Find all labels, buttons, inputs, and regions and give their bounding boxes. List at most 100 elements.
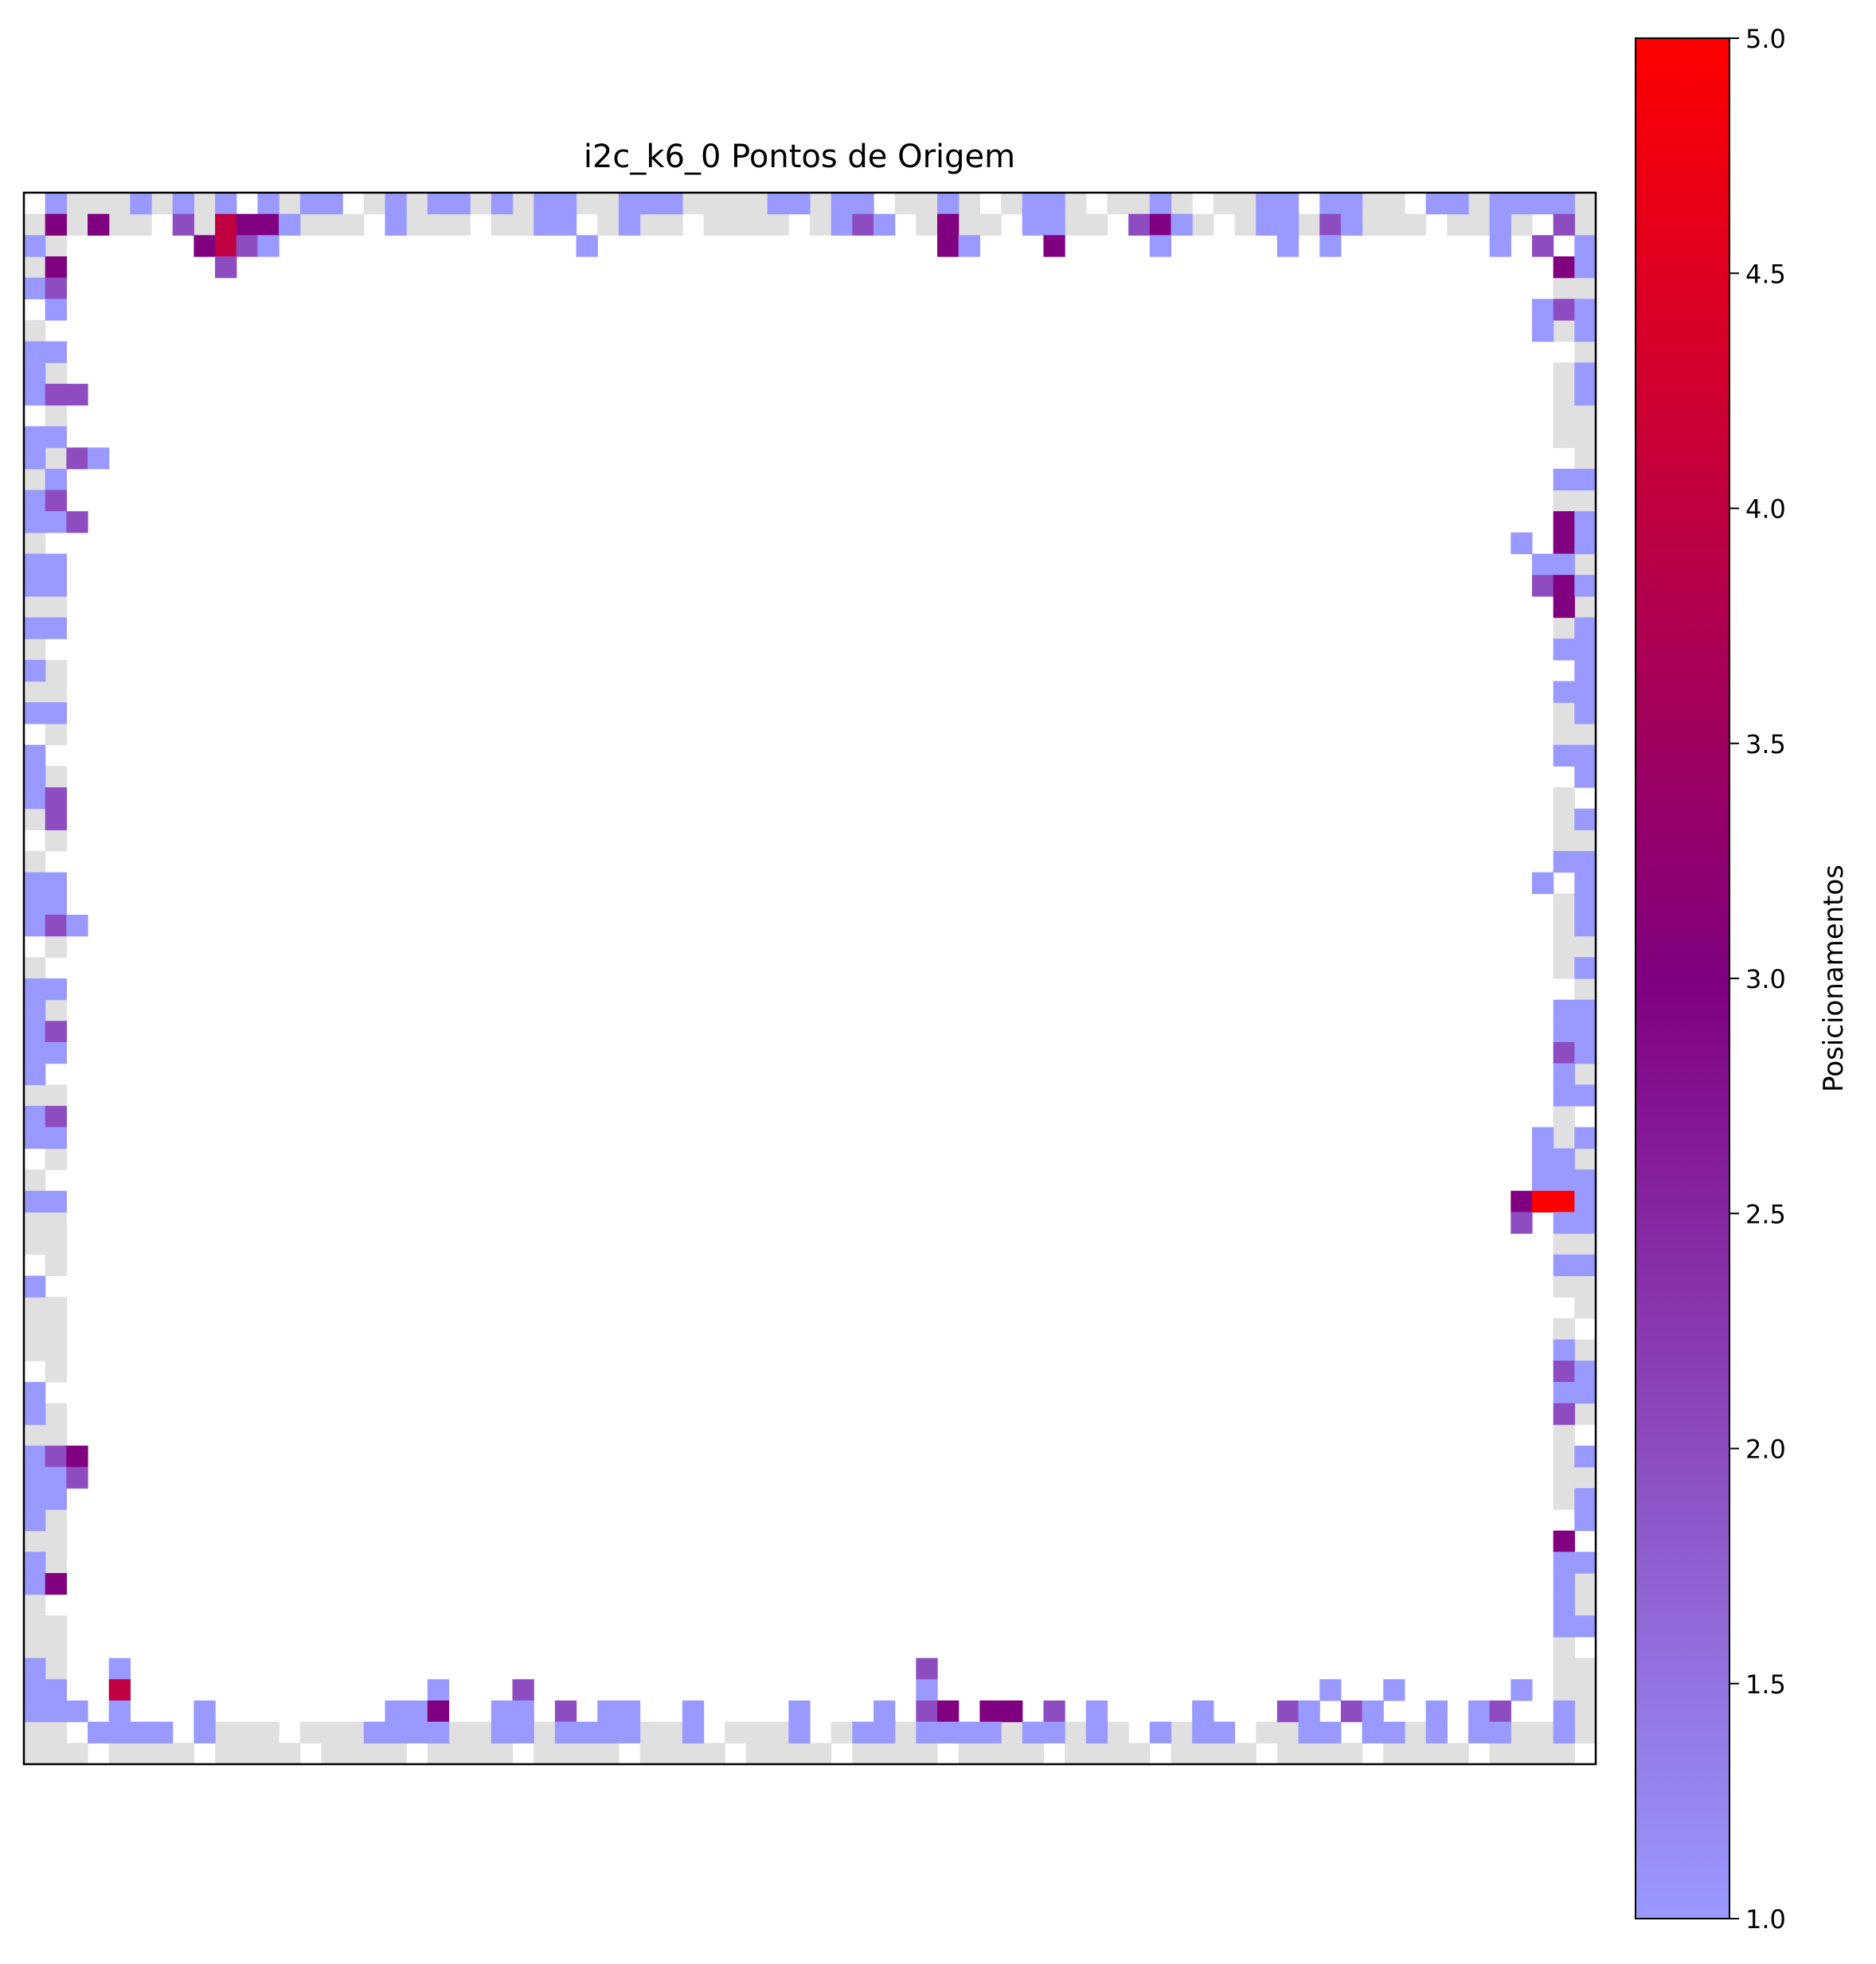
heatmap-cell xyxy=(45,341,67,364)
heatmap-cell-empty xyxy=(24,532,46,555)
heatmap-cell-empty xyxy=(1574,1233,1597,1255)
heatmap-cell xyxy=(788,1721,811,1743)
heatmap-cell xyxy=(1085,1700,1108,1723)
heatmap-cell xyxy=(279,213,301,236)
heatmap-cell-empty xyxy=(1001,193,1023,215)
heatmap-grid xyxy=(24,193,1597,1765)
heatmap-cell xyxy=(24,1381,46,1404)
heatmap-cell-empty xyxy=(470,1743,492,1765)
heatmap-cell-empty xyxy=(24,1424,46,1447)
heatmap-cell xyxy=(1553,1381,1575,1404)
heatmap-cell xyxy=(1319,1721,1342,1743)
heatmap-cell-empty xyxy=(24,1594,46,1616)
heatmap-cell-empty xyxy=(852,1743,874,1765)
heatmap-cell-empty xyxy=(1383,213,1405,236)
heatmap-cell-empty xyxy=(1574,1148,1597,1170)
heatmap-cell xyxy=(490,1700,514,1723)
heatmap-cell-empty xyxy=(1107,193,1129,215)
heatmap-cell-empty xyxy=(1574,1721,1597,1743)
heatmap-cell xyxy=(1574,872,1597,894)
heatmap-cell-empty xyxy=(1256,1721,1278,1743)
heatmap-cell xyxy=(1574,362,1597,385)
heatmap-cell xyxy=(1574,1084,1597,1107)
heatmap-cell-empty xyxy=(1001,1721,1023,1743)
heatmap-cell xyxy=(1531,320,1554,342)
heatmap-cell xyxy=(937,1721,959,1743)
heatmap-cell xyxy=(24,1445,46,1468)
heatmap-cell-empty xyxy=(215,1721,237,1743)
heatmap-cell-empty xyxy=(24,1233,46,1255)
heatmap-cell-empty xyxy=(490,213,514,236)
heatmap-cell-empty xyxy=(45,404,67,428)
heatmap-cell-empty xyxy=(321,213,343,236)
heatmap-cell xyxy=(45,872,67,894)
heatmap-cell xyxy=(1553,1084,1575,1107)
heatmap-cell-empty xyxy=(257,1743,279,1765)
heatmap-cell-empty xyxy=(1553,1466,1575,1489)
heatmap-cell xyxy=(1276,213,1300,236)
heatmap-cell xyxy=(1511,1679,1533,1701)
heatmap-cell-empty xyxy=(24,256,46,279)
heatmap-cell-empty xyxy=(788,1743,811,1765)
heatmap-cell xyxy=(45,468,67,491)
heatmap-cell-empty xyxy=(1511,1721,1533,1743)
heatmap-cell xyxy=(1319,213,1342,236)
heatmap-cell xyxy=(554,193,577,215)
heatmap-cell-empty xyxy=(1128,1743,1151,1765)
heatmap-cell xyxy=(1553,595,1575,619)
heatmap-cell xyxy=(1447,193,1469,215)
heatmap-cell xyxy=(1574,893,1597,916)
heatmap-cell-empty xyxy=(1574,341,1597,364)
heatmap-cell xyxy=(45,808,67,830)
heatmap-cell xyxy=(1553,999,1575,1021)
heatmap-cell-empty xyxy=(236,1721,259,1743)
heatmap-cell-empty xyxy=(24,1084,46,1107)
heatmap-cell-empty xyxy=(597,213,619,236)
heatmap-cell xyxy=(1553,744,1575,767)
heatmap-cell xyxy=(1489,235,1511,257)
heatmap-cell xyxy=(172,193,195,215)
heatmap-cell xyxy=(257,193,279,215)
heatmap-cell-empty xyxy=(193,213,216,236)
heatmap-cell-empty xyxy=(1447,1743,1469,1765)
heatmap-cell xyxy=(576,1721,598,1743)
heatmap-cell xyxy=(406,1721,428,1743)
heatmap-cell-empty xyxy=(1574,1339,1597,1361)
heatmap-cell xyxy=(1553,1594,1575,1616)
heatmap-cell-empty xyxy=(745,213,768,236)
heatmap-cell xyxy=(979,1700,1002,1723)
heatmap-cell-empty xyxy=(130,1743,152,1765)
heatmap-cell xyxy=(618,213,641,236)
heatmap-cell xyxy=(88,447,110,470)
heatmap-cell-empty xyxy=(24,320,46,342)
heatmap-cell-empty xyxy=(810,213,832,236)
heatmap-cell xyxy=(215,213,237,236)
heatmap-cell-empty xyxy=(24,681,46,703)
heatmap-cell xyxy=(1256,213,1278,236)
heatmap-cell xyxy=(1574,1488,1597,1510)
heatmap-cell xyxy=(1511,532,1533,555)
heatmap-cell xyxy=(24,362,46,385)
heatmap-cell-empty xyxy=(512,213,534,236)
heatmap-cell-empty xyxy=(363,193,386,215)
heatmap-cell xyxy=(66,447,88,470)
heatmap-cell xyxy=(1574,702,1597,724)
heatmap-cell xyxy=(1489,213,1511,236)
heatmap-cell xyxy=(1319,1679,1342,1701)
heatmap-cell-empty xyxy=(1468,213,1491,236)
heatmap-cell xyxy=(1340,213,1363,236)
heatmap-cell xyxy=(108,1721,131,1743)
colorbar-tick-label: 1.0 xyxy=(1745,1904,1786,1935)
heatmap-cell xyxy=(1362,1700,1384,1723)
heatmap-cell-empty xyxy=(1404,213,1427,236)
heatmap-cell-empty xyxy=(1362,193,1384,215)
heatmap-cell xyxy=(24,1552,46,1574)
heatmap-cell-empty xyxy=(1213,193,1236,215)
heatmap-cell xyxy=(1340,1700,1363,1723)
heatmap-cell xyxy=(1553,850,1575,873)
colorbar-label: Posicionamentos xyxy=(1818,865,1850,1092)
colorbar-tick-label: 5.0 xyxy=(1745,24,1786,54)
heatmap-cell-empty xyxy=(45,1339,67,1361)
heatmap-cell xyxy=(1553,532,1575,555)
heatmap-cell-empty xyxy=(725,1721,747,1743)
